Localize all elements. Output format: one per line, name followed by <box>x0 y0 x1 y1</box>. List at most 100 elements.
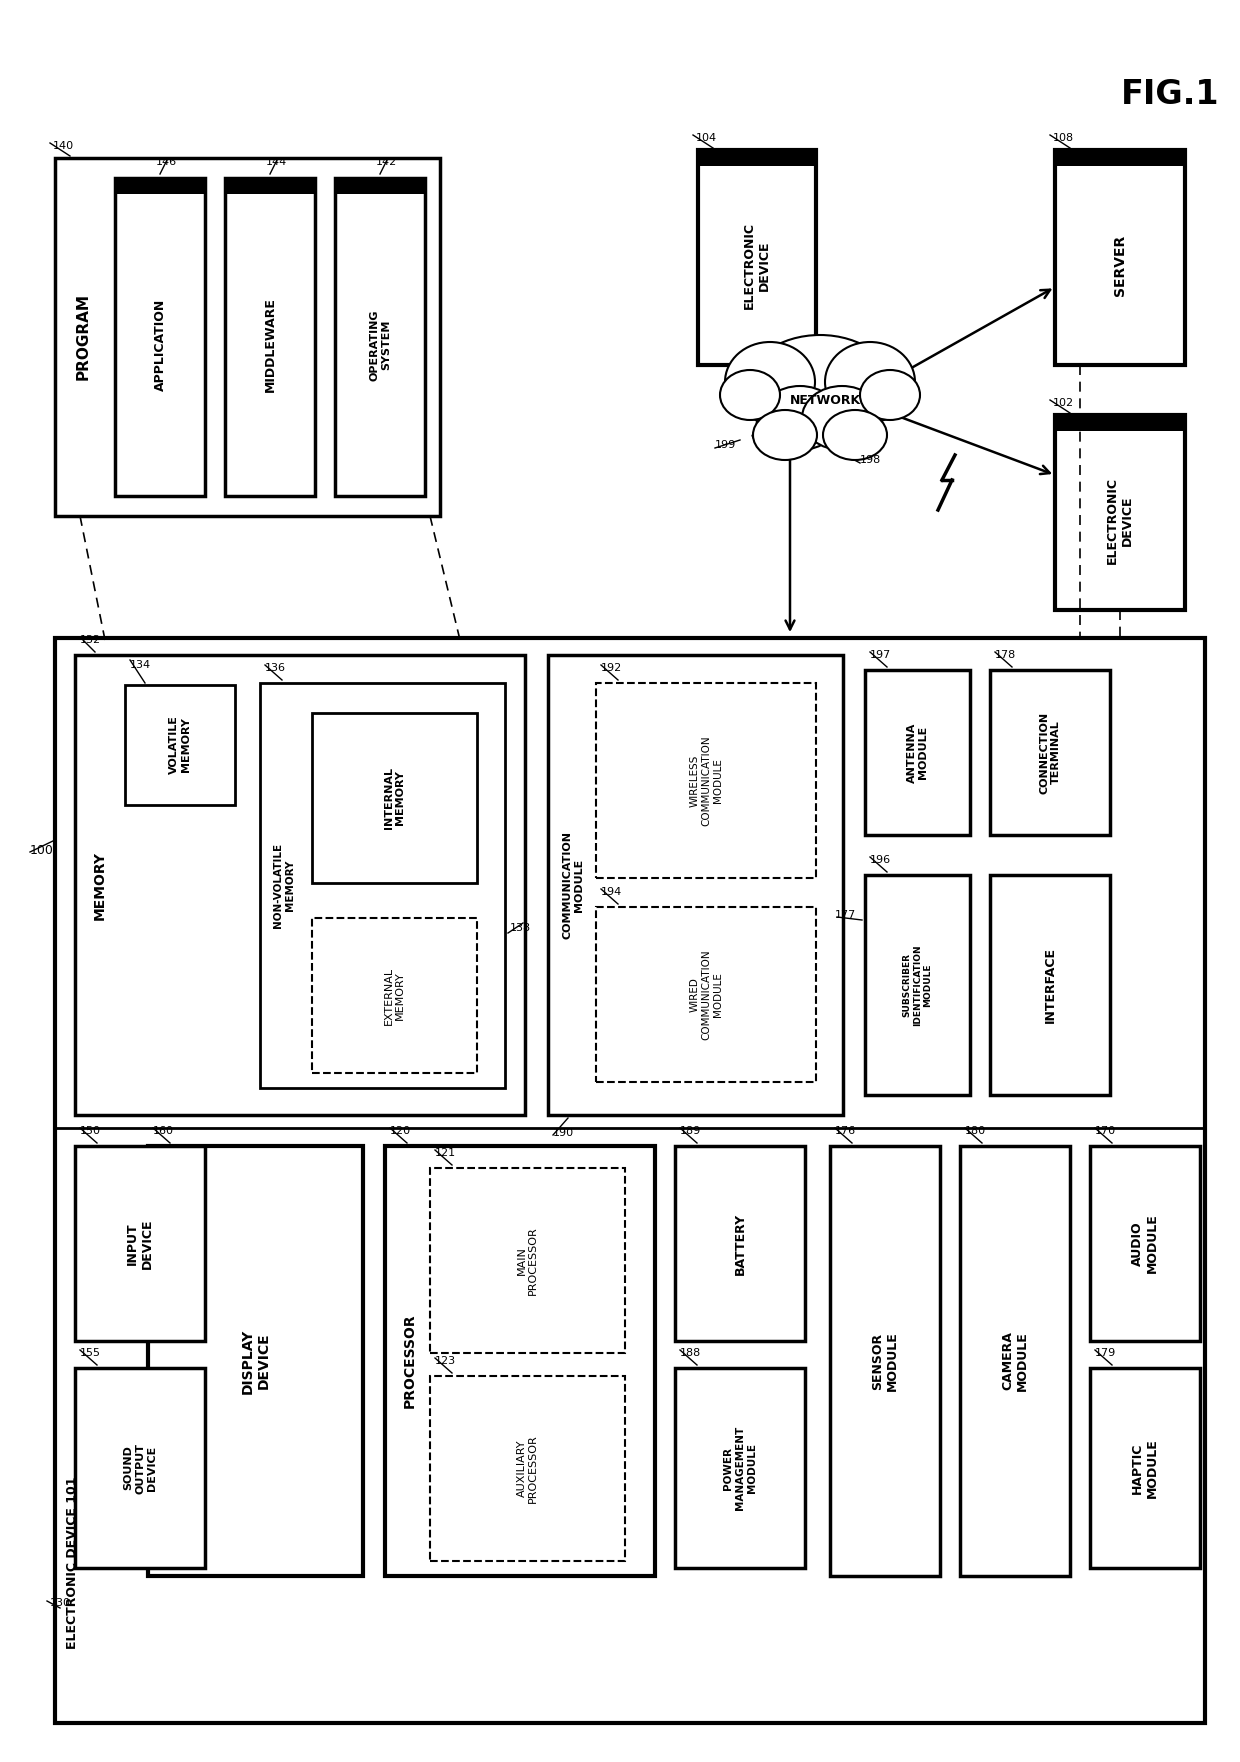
Ellipse shape <box>823 411 887 460</box>
Text: 142: 142 <box>376 157 397 167</box>
Text: 198: 198 <box>861 455 882 465</box>
Text: CONNECTION
TERMINAL: CONNECTION TERMINAL <box>1039 712 1060 793</box>
Ellipse shape <box>760 386 839 449</box>
Bar <box>312 918 477 1073</box>
Bar <box>1090 1367 1200 1568</box>
Text: 180: 180 <box>965 1126 986 1136</box>
Text: ELECTRONIC
DEVICE: ELECTRONIC DEVICE <box>743 222 771 308</box>
Text: 146: 146 <box>156 157 177 167</box>
Text: PROCESSOR: PROCESSOR <box>403 1314 417 1408</box>
Bar <box>675 1367 805 1568</box>
Text: 130: 130 <box>50 1598 71 1609</box>
Text: 194: 194 <box>601 886 622 897</box>
Bar <box>148 1145 363 1575</box>
Text: WIRELESS
COMMUNICATION
MODULE: WIRELESS COMMUNICATION MODULE <box>689 735 723 826</box>
Text: DISPLAY
DEVICE: DISPLAY DEVICE <box>241 1329 270 1394</box>
Text: COMMUNICATION
MODULE: COMMUNICATION MODULE <box>562 832 584 939</box>
Text: 144: 144 <box>267 157 288 167</box>
Bar <box>312 714 477 883</box>
Bar <box>335 178 425 495</box>
Bar <box>675 1145 805 1341</box>
Text: FIG.1: FIG.1 <box>1121 79 1219 111</box>
Ellipse shape <box>753 411 817 460</box>
Text: 189: 189 <box>680 1126 702 1136</box>
Text: CAMERA
MODULE: CAMERA MODULE <box>1001 1330 1029 1390</box>
Text: 160: 160 <box>153 1126 174 1136</box>
Ellipse shape <box>802 386 882 449</box>
Text: ELECTRONIC DEVICE 101: ELECTRONIC DEVICE 101 <box>67 1477 79 1649</box>
Text: 132: 132 <box>81 634 102 645</box>
Text: 155: 155 <box>81 1348 100 1359</box>
Bar <box>698 150 816 365</box>
Text: 140: 140 <box>53 141 74 152</box>
Text: 177: 177 <box>835 909 857 920</box>
Text: AUXILIARY
PROCESSOR: AUXILIARY PROCESSOR <box>517 1434 538 1503</box>
Text: INTERNAL
MEMORY: INTERNAL MEMORY <box>383 766 405 828</box>
Text: VOLATILE
MEMORY: VOLATILE MEMORY <box>169 715 191 775</box>
Bar <box>990 876 1110 1094</box>
Text: INTERFACE: INTERFACE <box>1044 946 1056 1024</box>
Bar <box>1055 150 1185 365</box>
Bar <box>384 1145 655 1575</box>
Ellipse shape <box>725 342 815 423</box>
Bar <box>596 907 816 1082</box>
Text: 100: 100 <box>30 844 53 856</box>
Text: 192: 192 <box>601 663 622 673</box>
Bar <box>74 655 525 1115</box>
Text: NETWORK: NETWORK <box>790 393 861 407</box>
Text: PROGRAM: PROGRAM <box>76 294 91 381</box>
Text: 102: 102 <box>1053 398 1074 409</box>
Text: SOUND
OUTPUT
DEVICE: SOUND OUTPUT DEVICE <box>124 1443 156 1494</box>
Text: SERVER: SERVER <box>1114 234 1127 296</box>
Bar <box>866 876 970 1094</box>
Bar <box>74 1145 205 1341</box>
Text: 104: 104 <box>696 132 717 143</box>
Text: 121: 121 <box>435 1149 456 1158</box>
Bar <box>1055 416 1185 610</box>
Text: 138: 138 <box>510 923 531 934</box>
Text: 120: 120 <box>391 1126 412 1136</box>
Text: MAIN
PROCESSOR: MAIN PROCESSOR <box>517 1226 538 1295</box>
Bar <box>990 670 1110 835</box>
Text: MIDDLEWARE: MIDDLEWARE <box>263 298 277 393</box>
Text: SENSOR
MODULE: SENSOR MODULE <box>870 1330 899 1390</box>
Bar <box>1090 1145 1200 1341</box>
Text: APPLICATION: APPLICATION <box>154 300 166 391</box>
Text: 136: 136 <box>265 663 286 673</box>
Bar <box>224 178 315 495</box>
Text: 190: 190 <box>553 1128 574 1138</box>
Text: 134: 134 <box>130 661 151 670</box>
Bar <box>55 159 440 516</box>
Text: 197: 197 <box>870 650 892 661</box>
Text: 179: 179 <box>1095 1348 1116 1359</box>
Ellipse shape <box>720 370 780 419</box>
Text: ANTENNA
MODULE: ANTENNA MODULE <box>906 722 929 782</box>
Text: 176: 176 <box>835 1126 856 1136</box>
Ellipse shape <box>861 370 920 419</box>
Text: WIRED
COMMUNICATION
MODULE: WIRED COMMUNICATION MODULE <box>689 950 723 1040</box>
Bar <box>74 1367 205 1568</box>
Text: OPERATING
SYSTEM: OPERATING SYSTEM <box>370 310 391 381</box>
Text: 199: 199 <box>715 440 737 449</box>
Text: 188: 188 <box>680 1348 702 1359</box>
Text: 123: 123 <box>435 1357 456 1366</box>
Ellipse shape <box>825 342 915 423</box>
Text: 170: 170 <box>1095 1126 1116 1136</box>
Text: NON-VOLATILE
MEMORY: NON-VOLATILE MEMORY <box>273 842 295 929</box>
Bar <box>125 685 236 805</box>
Bar <box>1055 150 1185 166</box>
Bar <box>830 1145 940 1575</box>
Bar <box>55 638 1205 1723</box>
Bar <box>335 178 425 194</box>
Bar <box>430 1168 625 1353</box>
Bar <box>224 178 315 194</box>
Bar <box>430 1376 625 1561</box>
Text: BATTERY: BATTERY <box>734 1212 746 1274</box>
Text: 178: 178 <box>994 650 1017 661</box>
Bar <box>596 684 816 877</box>
Bar <box>866 670 970 835</box>
Bar <box>115 178 205 194</box>
Bar <box>698 150 816 166</box>
Text: POWER
MANAGEMENT
MODULE: POWER MANAGEMENT MODULE <box>723 1425 756 1510</box>
Text: 150: 150 <box>81 1126 100 1136</box>
